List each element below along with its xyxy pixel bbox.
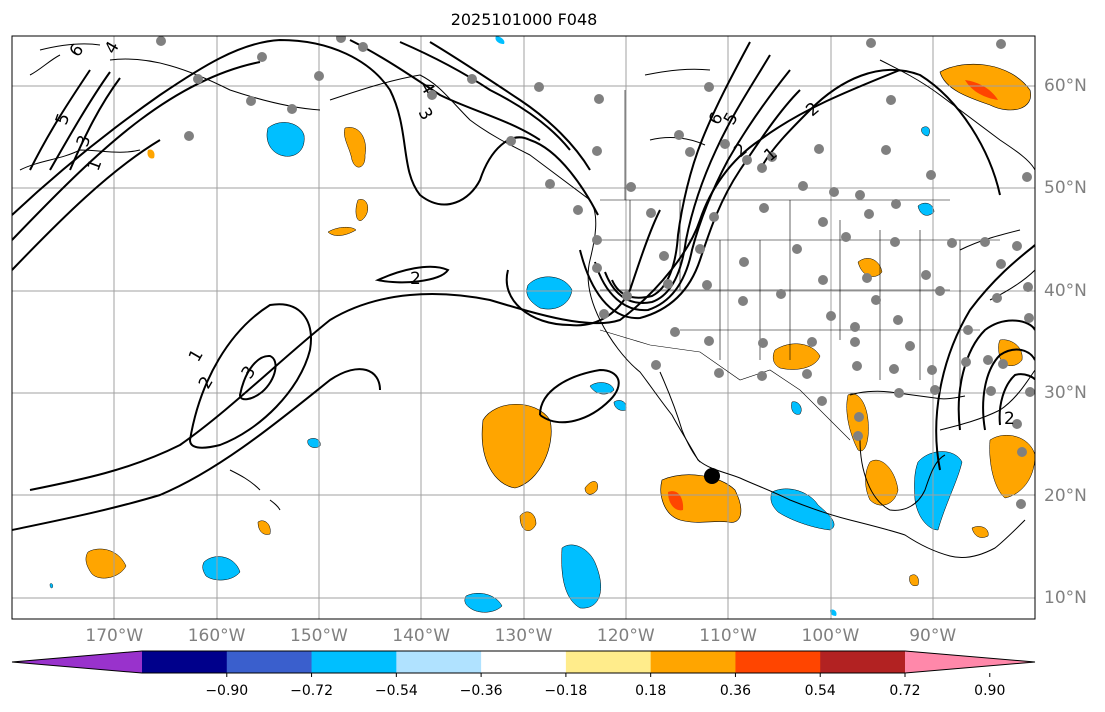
longitude-label: 90°W [909, 626, 957, 646]
longitude-label: 140°W [392, 626, 451, 646]
colorbar-segment [311, 651, 397, 673]
colorbar-extend-low [12, 651, 142, 673]
colorbar-segment [565, 651, 652, 673]
colorbar-tick-label: 0.18 [635, 683, 667, 699]
political-borders [599, 90, 1000, 441]
colorbar-extend-high [905, 651, 1035, 673]
map-title: 2025101000 F048 [450, 10, 598, 29]
colorbar [11, 650, 1036, 677]
longitude-label: 150°W [290, 626, 348, 646]
colorbar-segment [820, 651, 906, 673]
colorbar-segment [226, 651, 313, 673]
graticule [12, 36, 1035, 619]
latitude-label: 20°N [1044, 485, 1087, 506]
longitude-label: 160°W [187, 626, 246, 646]
highlighted-station [704, 468, 720, 484]
station-markers [156, 36, 1035, 509]
contour-label: 2 [410, 269, 421, 289]
colorbar-segment [142, 651, 228, 673]
latitude-label: 40°N [1044, 280, 1087, 301]
longitude-label: 130°W [494, 626, 553, 646]
longitude-label: 120°W [596, 626, 655, 646]
colorbar-tick-label: −0.36 [459, 683, 503, 699]
contour-label: 2 [1004, 409, 1015, 429]
colorbar-segment [396, 651, 482, 673]
latitude-label: 10°N [1044, 588, 1087, 608]
longitude-label: 170°W [85, 626, 144, 646]
latitude-label: 50°N [1044, 178, 1087, 199]
colorbar-tick-label: −0.54 [374, 683, 418, 699]
longitude-label: 100°W [801, 626, 860, 646]
colorbar-tick-label: −0.72 [290, 683, 333, 699]
colorbar-tick-label: −0.18 [544, 683, 588, 699]
longitude-label: 110°W [699, 626, 757, 646]
colorbar-tick-label: 0.72 [889, 683, 921, 699]
colorbar-tick-label: 0.90 [974, 683, 1006, 699]
colorbar-outline [11, 650, 1036, 674]
colorbar-segment [650, 651, 736, 673]
colorbar-segment [481, 651, 567, 673]
contour-lines [12, 38, 1035, 531]
latitude-label: 60°N [1044, 76, 1087, 96]
map-border [11, 35, 1036, 620]
anomaly-fills [49, 36, 1035, 616]
colorbar-tick-label: 0.36 [719, 683, 752, 699]
latitude-label: 30°N [1044, 383, 1087, 404]
colorbar-segment [735, 651, 821, 673]
colorbar-tick-label: 0.54 [804, 683, 836, 699]
colorbar-tick-label: −0.90 [205, 683, 249, 699]
